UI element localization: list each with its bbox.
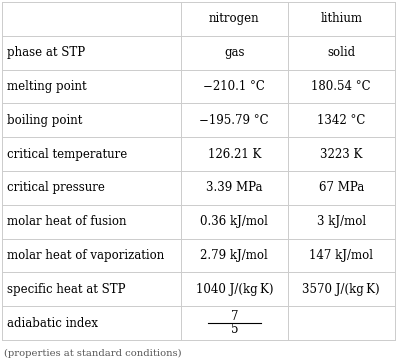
Text: 7: 7 <box>231 310 238 323</box>
Text: −195.79 °C: −195.79 °C <box>199 114 269 127</box>
Text: −210.1 °C: −210.1 °C <box>203 80 265 93</box>
Text: critical pressure: critical pressure <box>7 181 105 194</box>
Text: molar heat of fusion: molar heat of fusion <box>7 215 126 228</box>
Text: 147 kJ/mol: 147 kJ/mol <box>309 249 373 262</box>
Text: 1040 J/(kg K): 1040 J/(kg K) <box>195 283 273 296</box>
Text: specific heat at STP: specific heat at STP <box>7 283 125 296</box>
Text: (properties at standard conditions): (properties at standard conditions) <box>4 348 181 357</box>
Text: solid: solid <box>327 46 355 59</box>
Text: gas: gas <box>224 46 245 59</box>
Text: 67 MPa: 67 MPa <box>318 181 364 194</box>
Text: boiling point: boiling point <box>7 114 82 127</box>
Text: molar heat of vaporization: molar heat of vaporization <box>7 249 164 262</box>
Text: melting point: melting point <box>7 80 87 93</box>
Text: 180.54 °C: 180.54 °C <box>311 80 371 93</box>
Text: 2.79 kJ/mol: 2.79 kJ/mol <box>200 249 268 262</box>
Text: lithium: lithium <box>320 12 362 25</box>
Text: adiabatic index: adiabatic index <box>7 317 98 329</box>
Text: 5: 5 <box>231 323 238 336</box>
Text: 3223 K: 3223 K <box>320 147 362 161</box>
Text: 1342 °C: 1342 °C <box>317 114 365 127</box>
Text: 3 kJ/mol: 3 kJ/mol <box>316 215 366 228</box>
Text: nitrogen: nitrogen <box>209 12 260 25</box>
Text: phase at STP: phase at STP <box>7 46 85 59</box>
Text: 3570 J/(kg K): 3570 J/(kg K) <box>303 283 380 296</box>
Text: critical temperature: critical temperature <box>7 147 127 161</box>
Text: 0.36 kJ/mol: 0.36 kJ/mol <box>200 215 268 228</box>
Text: 3.39 MPa: 3.39 MPa <box>206 181 262 194</box>
Text: 126.21 K: 126.21 K <box>208 147 261 161</box>
